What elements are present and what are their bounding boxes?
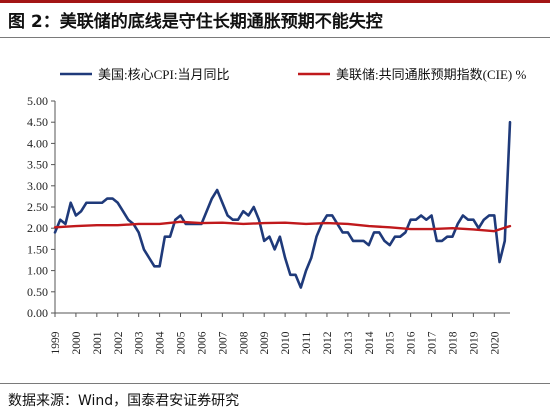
x-tick-label: 2002 (113, 331, 125, 354)
x-tick-label: 2011 (301, 331, 313, 354)
series-line-cie (53, 220, 512, 233)
y-tick-label: 0.50 (27, 285, 48, 299)
y-tick-label: 4.00 (27, 136, 48, 150)
x-tick-label: 2015 (385, 331, 397, 354)
source-note: 数据来源：Wind，国泰君安证券研究 (8, 393, 240, 409)
x-tick-label: 2018 (447, 331, 459, 354)
y-tick-label: 3.00 (27, 179, 48, 193)
y-tick-label: 1.50 (27, 242, 48, 256)
x-tick-label: 2012 (322, 331, 334, 354)
y-tick-label: 2.00 (27, 221, 48, 235)
y-tick-label: 5.00 (27, 94, 48, 108)
legend-label-cie: 美联储:共同通胀预期指数(CIE) % (336, 67, 526, 82)
x-tick-label: 2013 (343, 331, 355, 354)
series-line-core-cpi (53, 120, 512, 289)
y-tick-label: 3.50 (27, 158, 48, 172)
x-tick-label: 2006 (196, 331, 208, 354)
x-tick-label: 2019 (468, 331, 480, 354)
x-tick-label: 1999 (50, 331, 62, 354)
x-tick-label: 2001 (92, 331, 104, 354)
x-tick-label: 2017 (427, 331, 439, 354)
x-tick-label: 2010 (280, 331, 292, 354)
figure-title-bar: 图 2：美联储的底线是守住长期通胀预期不能失控 (0, 0, 550, 38)
legend-label-core-cpi: 美国:核心CPI:当月同比 (98, 67, 229, 82)
x-tick-label: 2003 (134, 331, 146, 354)
x-tick-label: 2020 (489, 331, 501, 354)
x-tick-label: 2014 (364, 331, 376, 354)
x-tick-label: 2000 (71, 331, 83, 354)
axes: 0.00 0.50 1.00 1.50 2.00 2.50 3.00 3.50 4.00 4.50… (27, 94, 510, 355)
legend: 美国:核心CPI:当月同比 美联储:共同通胀预期指数(CIE) % (60, 67, 526, 82)
x-tick-label: 2009 (259, 331, 271, 354)
x-tick-label: 2004 (155, 331, 167, 354)
x-tick-label: 2007 (217, 331, 229, 354)
line-chart: 美国:核心CPI:当月同比 美联储:共同通胀预期指数(CIE) % 0.00 0.5… (27, 67, 526, 355)
series-lines (53, 120, 512, 289)
y-tick-label: 4.50 (27, 115, 48, 129)
figure-title: 图 2：美联储的底线是守住长期通胀预期不能失控 (8, 12, 383, 32)
source-bar: 数据来源：Wind，国泰君安证券研究 (0, 383, 550, 415)
y-tick-label: 2.50 (27, 200, 48, 214)
y-tick-label: 1.00 (27, 264, 48, 278)
x-tick-label: 2016 (406, 331, 418, 354)
y-tick-label: 0.00 (27, 306, 48, 320)
x-tick-label: 2005 (176, 331, 188, 354)
x-tick-label: 2008 (238, 331, 250, 354)
